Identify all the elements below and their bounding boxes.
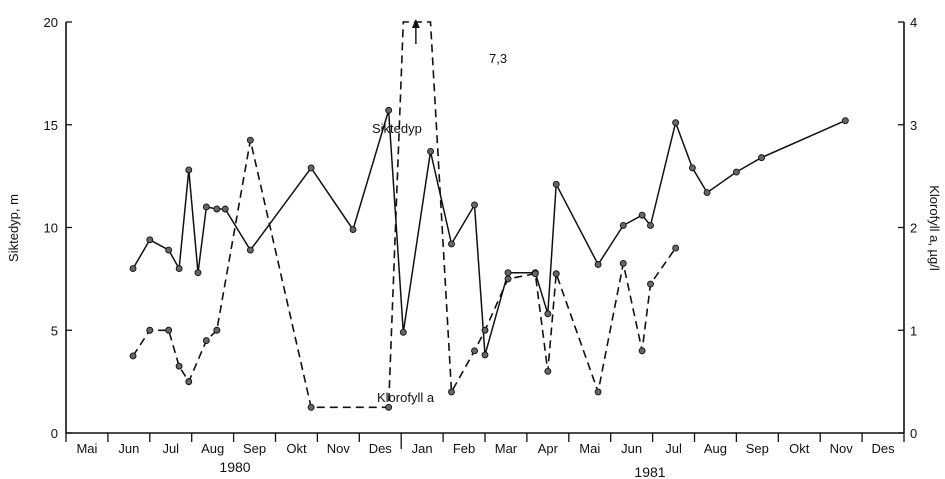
- x-tick-label: Aug: [704, 441, 727, 456]
- data-point-klorofyll-a: [246, 136, 254, 144]
- annotation-siktedyp: Siktedyp: [372, 121, 422, 136]
- data-point-siktedyp: [427, 148, 434, 155]
- data-point-siktedyp: [703, 189, 711, 197]
- peak-arrow-head: [411, 19, 420, 28]
- data-point-siktedyp: [129, 265, 137, 273]
- data-point-siktedyp: [544, 310, 552, 318]
- x-tick-label: Sep: [746, 441, 769, 456]
- x-tick-label: Jun: [621, 441, 642, 456]
- y-right-tick-label: 0: [910, 426, 917, 441]
- y-right-tick-label: 3: [910, 118, 917, 133]
- data-point-siktedyp: [647, 221, 654, 229]
- data-point-siktedyp: [213, 205, 221, 213]
- data-point-siktedyp: [202, 203, 210, 211]
- y-right-tick-label: 4: [910, 15, 917, 30]
- y-left-tick-label: 0: [51, 426, 58, 441]
- y-right-tick-label: 1: [910, 323, 917, 338]
- data-point-klorofyll-a: [129, 352, 137, 360]
- data-point-klorofyll-a: [307, 403, 315, 411]
- data-point-siktedyp: [594, 261, 602, 268]
- series-line-klorofyll-a: [132, 21, 677, 409]
- x-tick-label: Mai: [579, 441, 600, 456]
- data-point-klorofyll-a: [202, 337, 210, 344]
- data-point-siktedyp: [221, 205, 229, 213]
- data-point-klorofyll-a: [146, 326, 154, 334]
- series-line-siktedyp: [132, 110, 846, 356]
- x-tick-label: Aug: [201, 441, 224, 456]
- data-point-siktedyp: [185, 166, 193, 174]
- data-point-siktedyp: [688, 164, 696, 172]
- x-tick-label: Jul: [162, 441, 179, 456]
- data-point-siktedyp: [175, 265, 183, 273]
- data-point-klorofyll-a: [213, 326, 221, 334]
- data-point-klorofyll-a: [481, 326, 489, 334]
- year-label-1980: 1980: [219, 459, 250, 475]
- x-tick-label: Mar: [495, 441, 518, 456]
- data-point-siktedyp: [504, 269, 512, 277]
- x-tick-label: Des: [369, 441, 393, 456]
- data-point-siktedyp: [672, 119, 680, 127]
- data-point-siktedyp: [619, 221, 627, 229]
- data-point-klorofyll-a: [638, 347, 646, 355]
- data-point-klorofyll-a: [471, 347, 478, 355]
- data-point-klorofyll-a: [185, 378, 193, 386]
- data-point-klorofyll-a: [448, 388, 455, 396]
- data-point-klorofyll-a: [165, 326, 173, 334]
- data-point-klorofyll-a: [531, 270, 539, 278]
- year-label-1981: 1981: [634, 464, 665, 479]
- axes: 0 5 10 15 20 0 1 2 3 4 Mai Jun Jul Aug Sep Okt Nov Des Jan…: [44, 15, 918, 456]
- data-point-siktedyp: [246, 246, 254, 254]
- data-point-klorofyll-a: [552, 270, 560, 278]
- data-point-klorofyll-a: [594, 388, 602, 396]
- x-tick-label: Feb: [453, 441, 475, 456]
- annotation-peak-value: 7,3: [489, 51, 507, 66]
- x-tick-label: Jun: [118, 441, 139, 456]
- y-left-tick-label: 5: [51, 323, 58, 338]
- data-point-siktedyp: [758, 154, 765, 162]
- data-point-siktedyp: [349, 226, 357, 234]
- data-point-siktedyp: [638, 211, 646, 219]
- data-point-klorofyll-a: [672, 244, 680, 252]
- data-point-klorofyll-a: [544, 367, 552, 375]
- data-point-klorofyll-a: [619, 260, 627, 267]
- data-point-klorofyll-a: [385, 403, 393, 411]
- data-point-siktedyp: [146, 236, 154, 244]
- x-tick-label: Jul: [665, 441, 682, 456]
- data-point-siktedyp: [552, 180, 560, 188]
- y-axis-left-label: Siktedyp, m: [6, 194, 21, 262]
- y-right-tick-label: 2: [910, 221, 917, 236]
- data-point-siktedyp: [307, 164, 315, 172]
- y-left-tick-label: 20: [44, 15, 58, 30]
- data-point-klorofyll-a: [647, 280, 654, 288]
- x-tick-label: Okt: [286, 441, 307, 456]
- x-tick-label: Nov: [830, 441, 854, 456]
- data-point-klorofyll-a: [175, 362, 183, 370]
- y-axis-right-label: Klorofyll a, µg/l: [927, 185, 942, 271]
- data-point-siktedyp: [165, 246, 173, 254]
- x-tick-label: Sep: [243, 441, 266, 456]
- x-tick-label: Nov: [327, 441, 351, 456]
- data-point-siktedyp: [194, 269, 202, 277]
- data-point-siktedyp: [448, 240, 455, 248]
- annotation-klorofyll: Klorofyll a: [377, 390, 435, 405]
- x-tick-label: Apr: [538, 441, 559, 456]
- y-left-tick-label: 10: [44, 221, 58, 236]
- data-point-siktedyp: [841, 117, 849, 125]
- x-tick-label: Des: [871, 441, 895, 456]
- data-point-siktedyp: [471, 201, 478, 209]
- x-tick-label: Mai: [76, 441, 97, 456]
- y-left-tick-label: 15: [44, 118, 58, 133]
- x-tick-label: Jan: [412, 441, 433, 456]
- data-point-klorofyll-a: [504, 275, 512, 283]
- data-point-siktedyp: [481, 351, 489, 359]
- data-point-siktedyp: [385, 106, 393, 114]
- data-point-siktedyp: [399, 328, 407, 336]
- series-layer: [129, 19, 849, 411]
- data-point-siktedyp: [732, 168, 740, 176]
- x-tick-label: Okt: [789, 441, 810, 456]
